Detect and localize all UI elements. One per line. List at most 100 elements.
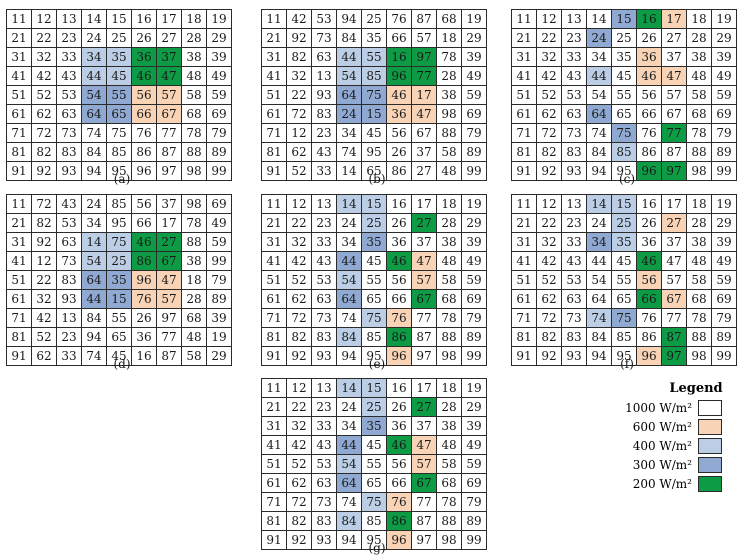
module-cell: 78 [181,123,207,143]
module-cell: 66 [636,104,662,124]
module-cell: 64 [336,85,362,105]
module-cell: 24 [336,213,362,233]
module-cell: 36 [131,47,157,67]
module-cell: 26 [386,213,412,233]
module-cell: 36 [636,47,662,67]
module-cell: 82 [31,213,57,233]
module-cell: 56 [386,454,412,474]
module-cell: 15 [611,9,637,29]
module-cell: 86 [386,511,412,531]
module-cell: 99 [206,161,232,181]
module-cell: 96 [386,66,412,86]
module-cell: 68 [181,308,207,328]
module-cell: 63 [561,289,587,309]
module-cell: 78 [436,308,462,328]
legend-label-200: 200 W/m² [632,476,692,491]
module-cell: 29 [206,28,232,48]
module-cell: 56 [386,270,412,290]
module-cell: 24 [81,28,107,48]
grid-row: 31 32 33 34 35 36 37 38 39 [261,416,487,436]
module-cell: 62 [31,346,57,366]
module-cell: 76 [636,123,662,143]
module-cell: 76 [386,308,412,328]
module-cell: 32 [286,66,312,86]
module-cell: 64 [81,104,107,124]
module-cell: 63 [56,104,82,124]
module-cell: 79 [711,123,737,143]
grid-row: 41 12 73 54 25 86 67 38 99 [6,251,232,271]
module-cell: 14 [336,161,362,181]
module-cell: 51 [511,85,537,105]
module-cell: 41 [511,66,537,86]
module-cell: 97 [411,346,437,366]
module-cell: 25 [106,28,132,48]
grid-row: 51 52 53 54 55 56 57 58 59 [6,85,232,105]
module-cell: 23 [311,123,337,143]
module-cell: 19 [461,194,487,214]
module-cell: 23 [561,213,587,233]
module-cell: 19 [206,327,232,347]
module-cell: 94 [336,530,362,550]
module-cell: 57 [156,289,182,309]
module-cell: 68 [436,473,462,493]
module-cell: 82 [286,511,312,531]
module-cell: 79 [461,308,487,328]
module-cell: 36 [386,104,412,124]
module-cell: 57 [661,85,687,105]
module-cell: 25 [106,251,132,271]
module-cell: 41 [511,251,537,271]
module-cell: 81 [261,511,287,531]
module-cell: 92 [286,28,312,48]
module-cell: 16 [386,47,412,67]
module-cell: 82 [536,327,562,347]
module-cell: 86 [386,161,412,181]
grid-row: 71 72 73 74 75 76 77 78 79 [6,123,232,143]
module-cell: 28 [181,289,207,309]
module-cell: 62 [286,289,312,309]
module-cell: 79 [711,308,737,328]
module-cell: 61 [261,473,287,493]
grid-row: 91 52 33 14 65 86 27 48 99 [261,161,487,181]
module-cell: 74 [336,142,362,162]
module-cell: 41 [6,251,32,271]
module-cell: 42 [536,251,562,271]
module-cell: 77 [411,492,437,512]
module-cell: 78 [436,47,462,67]
module-cell: 15 [361,104,387,124]
module-cell: 43 [561,66,587,86]
module-cell: 17 [156,9,182,29]
module-cell: 75 [611,123,637,143]
module-cell: 96 [386,346,412,366]
module-cell: 25 [361,213,387,233]
grid-row: 21 22 23 24 25 26 27 28 29 [511,28,737,48]
module-cell: 12 [286,123,312,143]
module-cell: 69 [461,473,487,493]
module-cell: 56 [386,123,412,143]
grid-row: 11 12 13 14 15 16 17 18 19 [511,194,737,214]
module-cell: 93 [561,346,587,366]
module-cell: 66 [636,289,662,309]
module-cell: 75 [361,492,387,512]
module-cell: 29 [461,397,487,417]
module-cell: 84 [81,308,107,328]
module-cell: 55 [106,85,132,105]
module-cell: 54 [81,85,107,105]
module-cell: 88 [436,123,462,143]
module-cell: 58 [686,270,712,290]
module-cell: 27 [411,161,437,181]
module-cell: 24 [81,194,107,214]
module-cell: 74 [586,308,612,328]
module-cell: 22 [536,28,562,48]
grid-row: 21 22 23 24 25 26 27 28 29 [261,397,487,417]
module-cell: 17 [411,378,437,398]
module-cell: 35 [361,416,387,436]
module-cell: 62 [286,473,312,493]
module-cell: 39 [461,232,487,252]
module-cell: 47 [411,435,437,455]
module-cell: 57 [411,270,437,290]
module-cell: 89 [461,327,487,347]
module-cell: 29 [461,213,487,233]
module-cell: 99 [711,161,737,181]
legend-label-1000: 1000 W/m² [625,400,692,415]
grid-row: 11 12 13 14 15 16 17 18 19 [261,378,487,398]
